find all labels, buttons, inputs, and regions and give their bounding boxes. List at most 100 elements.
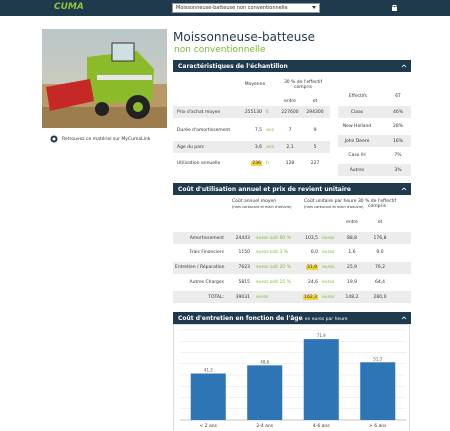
cell-unit: euros soit 3 % (256, 250, 289, 256)
row-background (173, 232, 411, 244)
bar (360, 362, 396, 420)
user-icon[interactable] (391, 4, 398, 12)
section-header[interactable]: Coût d'utilisation annuel et prix de rev… (173, 183, 411, 195)
x-tick-label: < 2 ans (200, 423, 218, 429)
brand-name: John Deere (344, 138, 370, 144)
chart-subtitle: en euros par heure (304, 317, 348, 322)
row-label: Age du parc (177, 144, 205, 150)
row-label: Durée d'amortissement (177, 127, 231, 133)
cell-value: 88,8 (346, 235, 358, 241)
cell-unit: euros (322, 235, 335, 241)
brand-name: Autres (349, 167, 365, 173)
row-label: Prix d'achat moyen (177, 109, 221, 115)
row-label: Frais Financiers (189, 250, 224, 256)
cell-value: 128 (285, 160, 295, 166)
cell-value: 5815 (238, 279, 250, 285)
brand-share: 46% (392, 109, 403, 115)
row-background (173, 291, 411, 304)
row-background (338, 135, 411, 147)
cell-unit: euros soit 20 % (256, 265, 291, 271)
machine-photo (42, 29, 167, 128)
cell-value: 1,6 (348, 250, 356, 256)
column-header: entre (346, 220, 358, 225)
row-background (338, 164, 411, 176)
column-header: et (377, 220, 383, 225)
cell-value: 176,8 (373, 235, 387, 241)
section-header[interactable]: Coût d'entretien en fonction de l'âge en… (173, 312, 411, 324)
value-label: 51,3 (373, 356, 382, 361)
row-label: Amortissement (189, 235, 224, 241)
cell-value: 64,4 (374, 279, 386, 285)
bar (303, 339, 339, 420)
x-tick-label: > 6 ans (369, 423, 387, 429)
brand-name: Case IH (348, 153, 366, 158)
column-header-note: (hors carburant et main d'oeuvre) (232, 205, 292, 209)
link-icon[interactable] (50, 135, 58, 143)
cell-value: 9 (313, 127, 317, 133)
value-label: 71,9 (317, 333, 326, 338)
cell-unit: euros (322, 279, 335, 285)
cell-unit: euros (256, 294, 269, 300)
cell-value: 25,9 (346, 265, 358, 271)
row-background (173, 106, 330, 118)
value-label: 41,3 (204, 368, 213, 373)
row-label: Entretien / Réparation (175, 265, 225, 271)
cell-value: 103,5 (305, 235, 318, 241)
section-title: Coût d'entretien en fonction de l'âge en… (178, 315, 348, 322)
section-title: Coût d'utilisation annuel et prix de rev… (178, 186, 351, 193)
mycumalink-link[interactable]: Retrouvez ce matériel sur MyCumaLink (62, 137, 151, 142)
brand-share: 28% (392, 124, 403, 129)
cell-unit: h (266, 160, 269, 166)
cell-unit: euros (322, 250, 335, 256)
cell-value: 7,5 (254, 127, 262, 133)
cell-value: 31,9 (298, 265, 318, 271)
cell-value: 227 (310, 160, 320, 166)
collapse-icon[interactable] (401, 315, 407, 321)
select-arrow (312, 6, 316, 9)
row-label: TOTAL: (208, 294, 224, 300)
row-label: Autres Charges (189, 279, 224, 285)
cell-unit: euros (322, 294, 335, 300)
cell-value: 294300 (306, 109, 324, 115)
cell-value: 6,0 (310, 250, 318, 256)
column-header: 30 % de l'effectif compris (357, 199, 397, 210)
highlight: 236 (251, 160, 262, 166)
cell-value: 236 (232, 160, 262, 166)
column-header: 6T (395, 94, 401, 99)
cell-value: 2,1 (286, 144, 294, 150)
highlight: 31,9 (305, 265, 318, 271)
section-header[interactable]: Caractéristiques de l'échantillon (173, 60, 411, 72)
column-header: Effectifs (348, 94, 368, 99)
collapse-icon[interactable] (401, 186, 407, 192)
cell-unit: euros soit 15 % (256, 279, 291, 285)
x-tick-label: 4-6 ans (313, 423, 330, 429)
cell-value: 9,0 (376, 250, 384, 256)
row-background (173, 141, 330, 153)
row-background (173, 261, 411, 274)
value-label: 48,6 (260, 359, 269, 364)
column-header: Coût annuel moyen (232, 199, 277, 204)
column-header: Moyenne (244, 82, 266, 87)
column-header: Coût unitaire par heure (304, 199, 357, 204)
row-label: Utilisation annuelle (177, 160, 221, 166)
cell-value: 24443 (235, 235, 250, 241)
bar (190, 373, 226, 420)
cell-value: 76,2 (374, 265, 386, 271)
cell-value: 5 (313, 144, 317, 150)
x-tick-label: 2-4 ans (256, 423, 273, 429)
cell-unit: ans (266, 144, 274, 150)
column-header: 30 % de l'effectif compris (283, 80, 323, 91)
page-title: Moissonneuse-batteuse (173, 30, 316, 44)
chart-frame (173, 324, 410, 431)
bar (247, 365, 283, 420)
collapse-icon[interactable] (401, 63, 407, 69)
cell-value: 24,6 (307, 279, 318, 285)
brand-share: 3% (394, 167, 402, 173)
cell-value: 148,2 (345, 294, 359, 300)
column-header: entre (284, 99, 296, 104)
highlight: 162,3 (303, 294, 318, 300)
machine-select[interactable]: Moissonneuse-batteuse non conventionnell… (172, 3, 320, 13)
cell-value: 3,6 (254, 144, 262, 150)
